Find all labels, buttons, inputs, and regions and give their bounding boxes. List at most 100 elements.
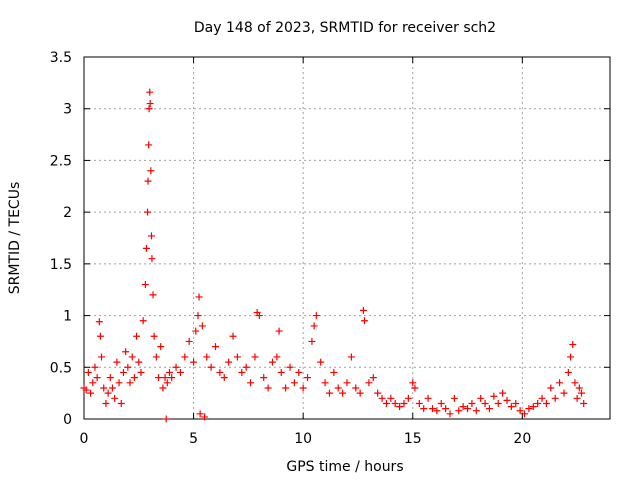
data-point — [529, 403, 537, 411]
data-point — [119, 368, 127, 376]
data-point — [499, 389, 507, 397]
data-point — [343, 379, 351, 387]
data-point — [100, 384, 108, 392]
data-point — [137, 368, 145, 376]
data-point — [104, 389, 112, 397]
data-point — [334, 384, 342, 392]
data-point — [330, 368, 338, 376]
data-point — [286, 363, 294, 371]
data-point — [155, 374, 163, 382]
data-point — [455, 407, 463, 415]
data-point — [195, 293, 203, 301]
data-point — [580, 399, 588, 407]
y-tick-label: 1 — [63, 309, 72, 325]
data-point — [141, 281, 149, 289]
data-point — [507, 403, 515, 411]
data-point — [538, 394, 546, 402]
data-point — [382, 399, 390, 407]
data-point — [424, 394, 432, 402]
data-point — [115, 379, 123, 387]
data-point — [142, 244, 150, 252]
x-tick-label: 10 — [294, 431, 312, 447]
data-point — [391, 399, 399, 407]
data-point — [98, 353, 106, 361]
data-point — [247, 379, 255, 387]
data-point — [277, 368, 285, 376]
data-point — [130, 374, 138, 382]
data-point — [95, 318, 103, 326]
data-point — [396, 403, 404, 411]
data-point — [282, 384, 290, 392]
data-point — [185, 337, 193, 345]
data-point — [146, 100, 154, 108]
data-point — [521, 410, 529, 418]
data-point — [560, 389, 568, 397]
data-point — [238, 368, 246, 376]
data-point — [124, 363, 132, 371]
data-point — [347, 353, 355, 361]
y-tick-label: 0.5 — [50, 360, 72, 376]
data-point — [113, 358, 121, 366]
data-point — [126, 379, 134, 387]
data-point — [310, 322, 318, 330]
data-point — [148, 232, 156, 240]
y-tick-label: 0 — [63, 412, 72, 428]
data-point — [181, 353, 189, 361]
data-point — [437, 399, 445, 407]
data-point — [415, 399, 423, 407]
data-point — [352, 384, 360, 392]
data-point — [194, 312, 202, 320]
x-tick-label: 15 — [404, 431, 422, 447]
chart-title: Day 148 of 2023, SRMTID for receiver sch… — [194, 20, 496, 36]
data-point — [162, 415, 170, 423]
data-point — [207, 363, 215, 371]
data-point — [290, 379, 298, 387]
data-point — [233, 353, 241, 361]
x-tick-label: 20 — [513, 431, 531, 447]
data-point — [468, 399, 476, 407]
data-point — [157, 343, 165, 351]
data-point — [251, 353, 259, 361]
data-point — [481, 399, 489, 407]
data-point — [400, 399, 408, 407]
data-point — [84, 368, 92, 376]
data-point — [374, 389, 382, 397]
data-point — [556, 379, 564, 387]
data-point — [165, 368, 173, 376]
data-point — [571, 379, 579, 387]
data-point — [446, 410, 454, 418]
data-point — [89, 379, 97, 387]
data-point — [295, 368, 303, 376]
data-point — [139, 317, 147, 325]
data-point — [312, 312, 320, 320]
data-point — [512, 399, 520, 407]
data-point — [111, 394, 119, 402]
data-points — [80, 88, 588, 423]
data-point — [146, 88, 154, 96]
data-point — [161, 374, 169, 382]
data-point — [152, 353, 160, 361]
data-point — [144, 177, 152, 185]
data-point — [433, 407, 441, 415]
data-point — [147, 167, 155, 175]
data-point — [216, 368, 224, 376]
data-point — [428, 405, 436, 413]
data-point — [122, 348, 130, 356]
data-point — [564, 368, 572, 376]
x-tick-label: 5 — [189, 431, 198, 447]
data-point — [168, 374, 176, 382]
data-point — [411, 384, 419, 392]
data-point — [242, 363, 250, 371]
data-point — [387, 394, 395, 402]
data-point — [159, 384, 167, 392]
data-point — [494, 399, 502, 407]
data-point — [525, 405, 533, 413]
data-point — [133, 332, 141, 340]
data-point — [472, 407, 480, 415]
data-point — [255, 312, 263, 320]
data-point — [321, 379, 329, 387]
data-point — [264, 384, 272, 392]
data-point — [404, 394, 412, 402]
data-point — [220, 374, 228, 382]
data-point — [198, 322, 206, 330]
